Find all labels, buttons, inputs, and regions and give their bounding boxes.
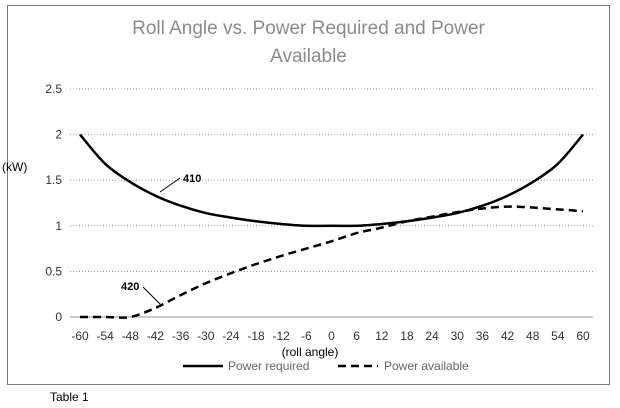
x-tick-label: 48: [526, 329, 540, 343]
x-tick-label: -30: [197, 329, 215, 343]
annotation-420: 420: [121, 281, 139, 293]
chart-title-line-1: Roll Angle vs. Power Required and Power: [132, 18, 485, 39]
y-tick-label: 2: [55, 128, 62, 142]
x-tick-label: -36: [172, 329, 190, 343]
x-tick-label: 54: [551, 329, 565, 343]
x-tick-label: -54: [96, 329, 114, 343]
x-tick-label: -12: [273, 329, 291, 343]
y-tick-label: 1: [55, 219, 62, 233]
x-tick-label: 0: [328, 329, 335, 343]
chart-title-line-2: Available: [270, 46, 347, 67]
x-tick-label: 6: [353, 329, 360, 343]
x-tick-label: 60: [576, 329, 590, 343]
x-tick-label: 42: [501, 329, 515, 343]
legend-label-power-available: Power available: [384, 359, 469, 373]
x-tick-label: 24: [425, 329, 439, 343]
x-tick-label: -6: [301, 329, 312, 343]
series-line-power-available: [80, 205, 584, 319]
series-line-power-required: [79, 133, 584, 228]
x-tick-label: 30: [451, 329, 465, 343]
y-tick-label: 1.5: [45, 173, 62, 187]
x-tick-label: 36: [476, 329, 490, 343]
x-tick-label: -48: [122, 329, 140, 343]
annotation-leader: [159, 177, 181, 193]
y-tick-label: 0.5: [45, 264, 62, 278]
y-tick-label: 0: [55, 310, 62, 324]
x-tick-label: -24: [222, 329, 240, 343]
table-caption: Table 1: [50, 390, 89, 404]
x-tick-label: 12: [375, 329, 389, 343]
x-axis-label: (roll angle): [281, 345, 339, 359]
x-tick-label: -60: [71, 329, 89, 343]
x-tick-label: 18: [400, 329, 414, 343]
legend-label-power-required: Power required: [228, 359, 309, 373]
y-tick-label: 2.5: [45, 82, 62, 96]
annotation-410: 410: [183, 173, 201, 185]
chart-frame: [7, 5, 610, 385]
annotation-leader: [142, 286, 163, 307]
x-tick-label: -42: [147, 329, 165, 343]
y-axis-label: (kW): [2, 160, 28, 174]
x-tick-label: -18: [247, 329, 265, 343]
